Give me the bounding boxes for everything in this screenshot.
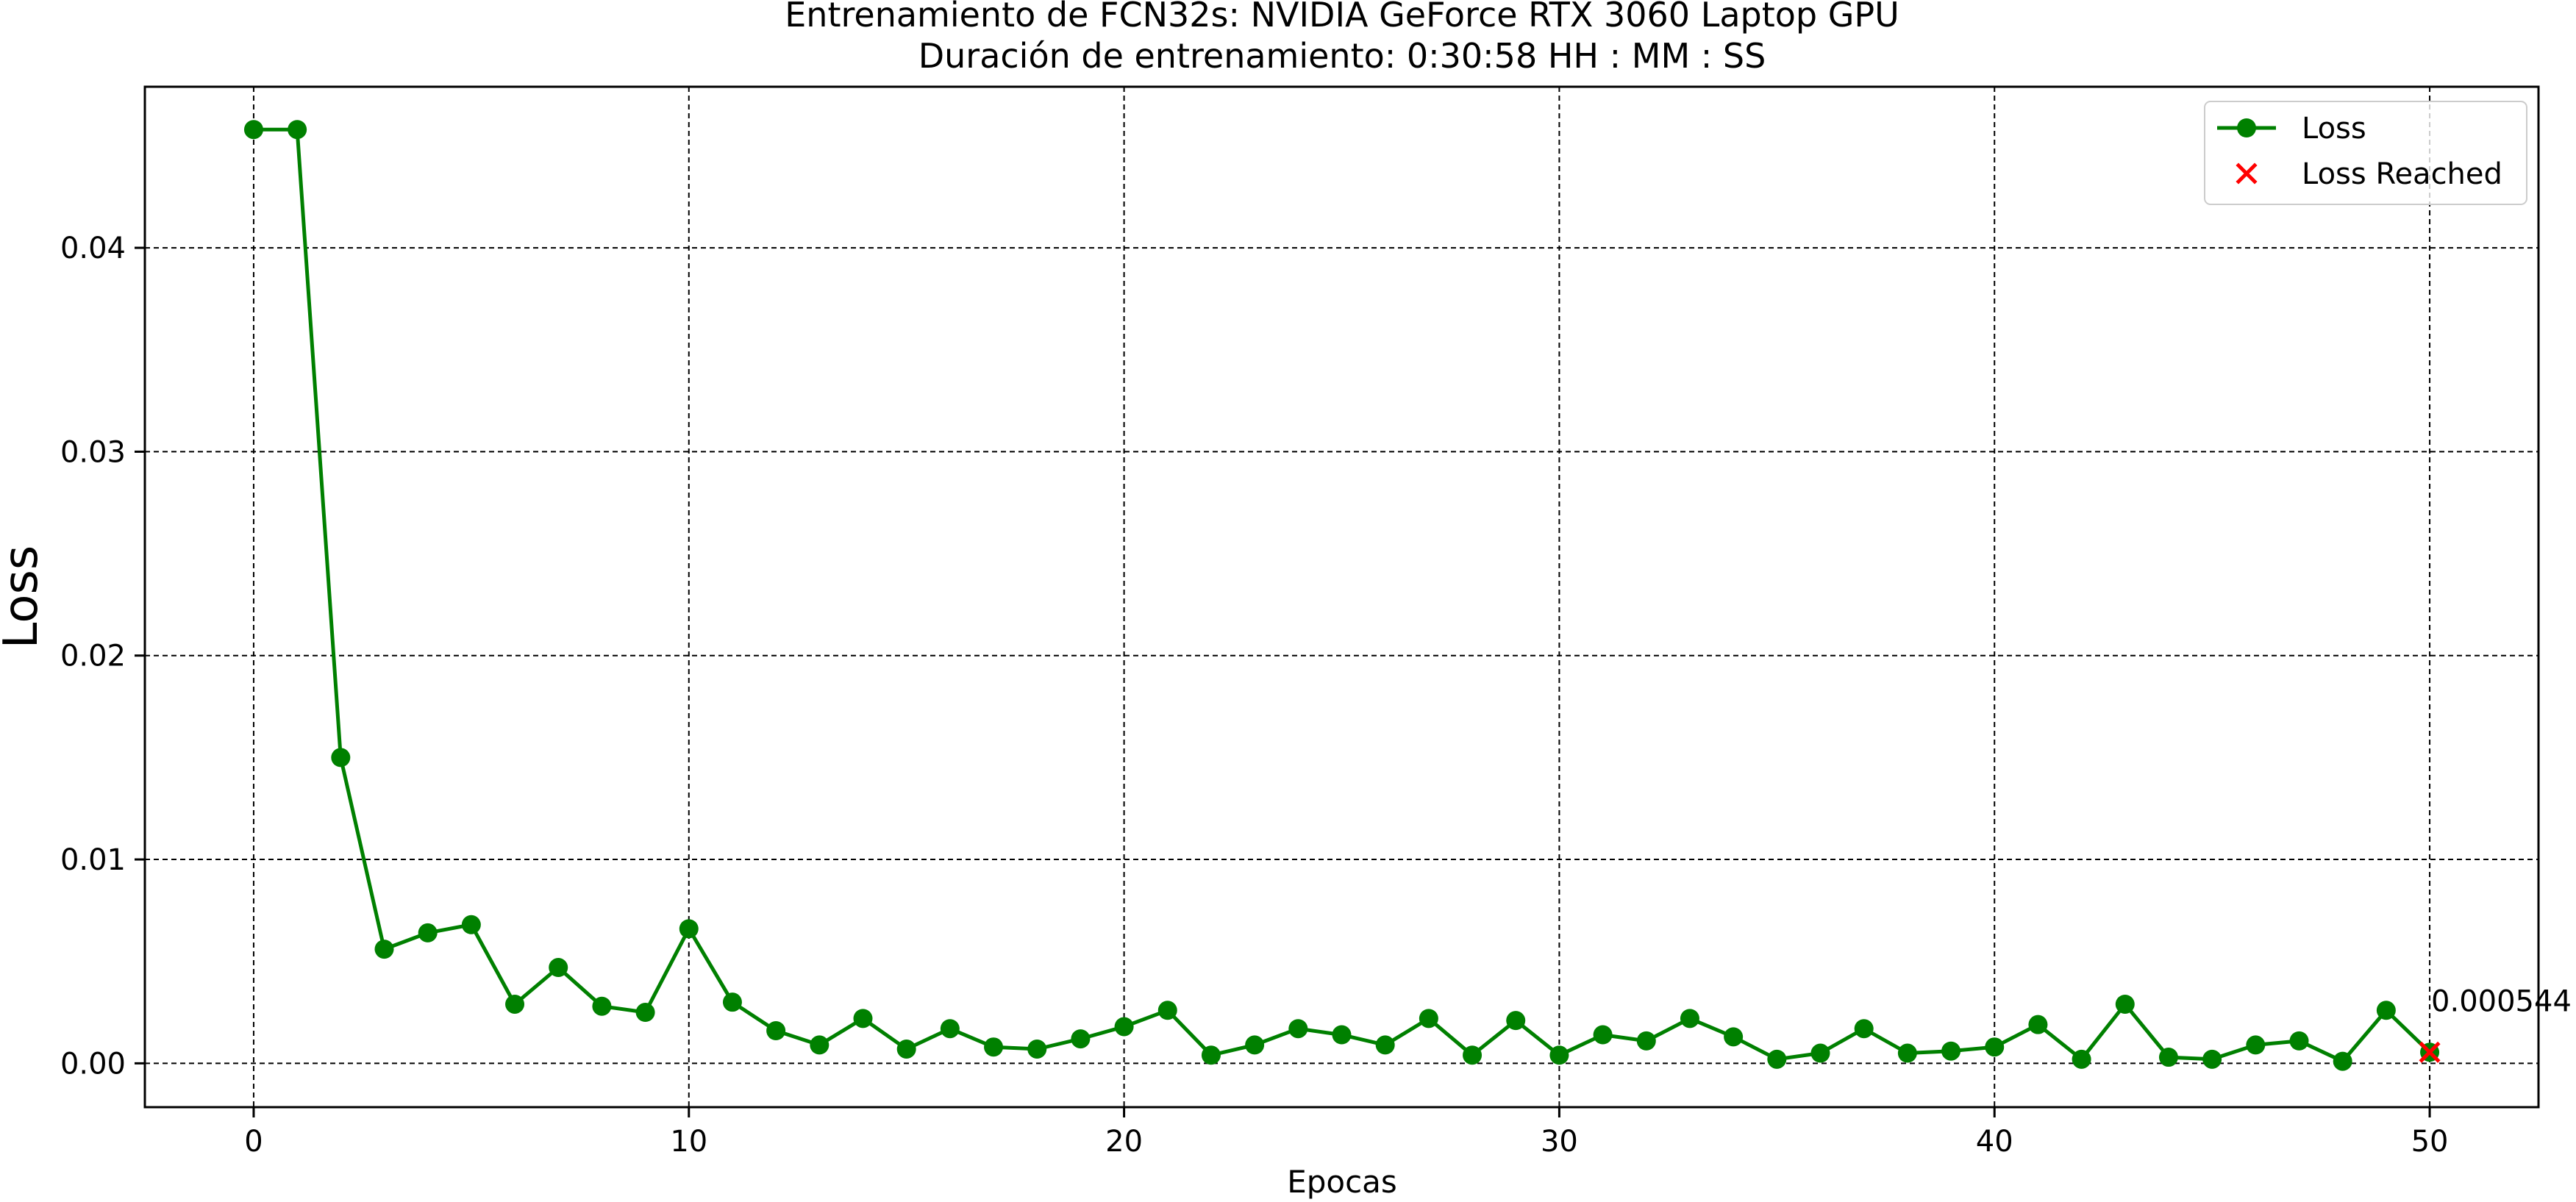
loss-data-point [1636, 1031, 1656, 1051]
plot-area-frame [143, 85, 2540, 1109]
loss-data-point [853, 1009, 873, 1029]
loss-data-point [679, 919, 699, 939]
loss-data-point [1506, 1011, 1526, 1031]
x-tick-label: 10 [670, 1125, 707, 1159]
loss-data-point [1419, 1009, 1438, 1029]
x-tick-label: 40 [1976, 1125, 2013, 1159]
loss-data-point [2376, 1001, 2396, 1020]
legend-loss-reached-marker [2236, 162, 2258, 185]
loss-data-point [1201, 1045, 1221, 1065]
loss-data-point [549, 958, 568, 978]
loss-data-point [766, 1021, 786, 1041]
final-loss-annotation: 0.000544 [2431, 984, 2572, 1018]
loss-data-point [1854, 1019, 1874, 1039]
loss-data-point [1724, 1027, 1744, 1047]
chart-subtitle: Duración de entrenamiento: 0:30:58 HH : … [918, 36, 1766, 76]
loss-data-point [2246, 1035, 2266, 1055]
annotations: 0.000544 [2431, 984, 2572, 1018]
loss-data-point [810, 1035, 829, 1055]
loss-data-point [2115, 994, 2135, 1014]
plot-series [243, 120, 2441, 1071]
y-axis-label: Loss [0, 545, 49, 648]
loss-data-point [288, 120, 307, 140]
loss-data-point [722, 992, 742, 1012]
loss-data-point [505, 994, 525, 1014]
y-tick-label: 0.01 [60, 843, 126, 877]
loss-data-point [1375, 1035, 1395, 1055]
y-tick-label: 0.03 [60, 435, 126, 469]
loss-data-point [1071, 1029, 1091, 1049]
loss-data-point [1941, 1041, 1961, 1061]
loss-data-point [2202, 1049, 2222, 1069]
loss-data-point [1897, 1043, 1917, 1063]
y-tick-label: 0.00 [60, 1047, 126, 1081]
loss-data-point [1767, 1049, 1787, 1069]
loss-data-point [374, 940, 394, 959]
loss-data-point [984, 1037, 1004, 1057]
x-tick-label: 0 [244, 1125, 263, 1159]
loss-data-point [592, 996, 612, 1016]
loss-data-point [1157, 1001, 1177, 1020]
loss-data-point [1985, 1037, 2005, 1057]
y-axis-ticks: 0.00 0.01 0.02 0.03 0.04 [60, 232, 145, 1081]
chart-title: Entrenamiento de FCN32s: NVIDIA GeForce … [785, 0, 1899, 35]
loss-data-point [1810, 1043, 1830, 1063]
loss-data-point [2028, 1015, 2048, 1034]
loss-data-point [1463, 1045, 1483, 1065]
legend-loss-marker [2237, 118, 2256, 137]
y-tick-label: 0.04 [60, 232, 126, 265]
y-tick-label: 0.02 [60, 640, 126, 673]
loss-data-point [1549, 1045, 1569, 1065]
loss-data-point [2289, 1031, 2309, 1051]
legend-loss-label: Loss [2302, 112, 2366, 146]
loss-data-point [1680, 1009, 1699, 1029]
x-tick-label: 20 [1105, 1125, 1143, 1159]
loss-data-point [1332, 1025, 1352, 1045]
loss-data-point [2333, 1051, 2352, 1071]
legend: Loss Loss Reached [2204, 101, 2527, 205]
loss-data-point [418, 923, 438, 942]
loss-data-point [940, 1019, 960, 1039]
loss-data-point [1593, 1025, 1613, 1045]
loss-data-point [243, 120, 263, 140]
legend-box [2204, 101, 2527, 205]
loss-data-point [331, 748, 351, 768]
loss-data-point [2072, 1049, 2091, 1069]
loss-data-point [635, 1003, 655, 1023]
loss-data-point [1114, 1017, 1134, 1037]
x-axis-label: Epocas [1287, 1164, 1397, 1200]
loss-data-point [1288, 1019, 1308, 1039]
x-tick-label: 30 [1541, 1125, 1578, 1159]
loss-reached-marker [2419, 1041, 2441, 1063]
x-tick-label: 50 [2411, 1125, 2449, 1159]
loss-data-point [896, 1039, 916, 1059]
loss-data-point [1245, 1035, 1265, 1055]
loss-data-point [2158, 1048, 2178, 1067]
loss-data-point [1027, 1039, 1047, 1059]
loss-data-point [461, 915, 481, 934]
legend-loss-reached-label: Loss Reached [2302, 157, 2502, 191]
x-axis-ticks: 0 10 20 30 40 50 [244, 1107, 2448, 1159]
